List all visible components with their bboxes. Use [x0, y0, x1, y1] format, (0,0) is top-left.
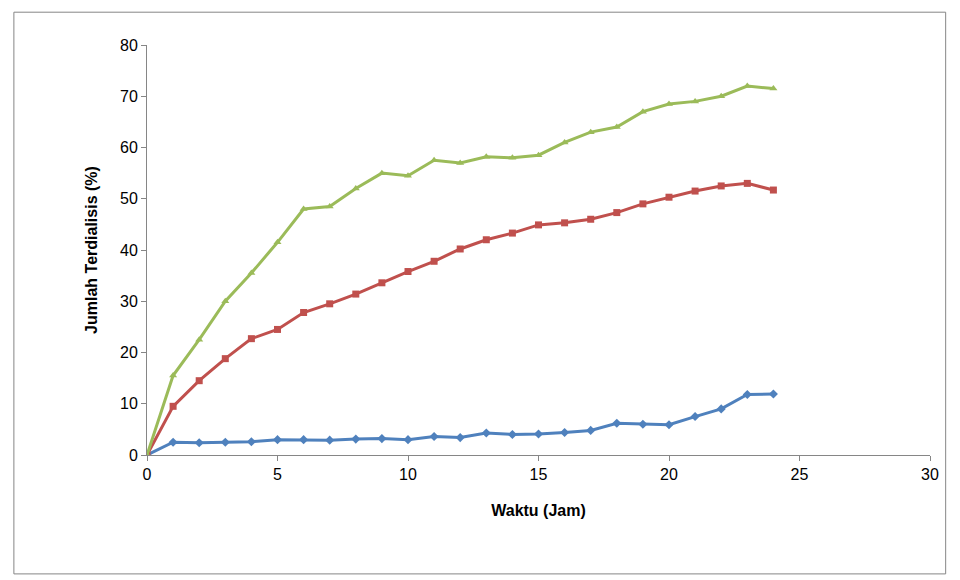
svg-text:50: 50 — [120, 190, 138, 207]
svg-text:30: 30 — [120, 293, 138, 310]
svg-text:70: 70 — [120, 88, 138, 105]
svg-text:0: 0 — [129, 447, 138, 464]
svg-text:0: 0 — [143, 466, 152, 483]
svg-text:60: 60 — [120, 139, 138, 156]
svg-text:40: 40 — [120, 242, 138, 259]
svg-text:Waktu (Jam): Waktu (Jam) — [491, 502, 586, 519]
svg-text:25: 25 — [791, 466, 809, 483]
svg-text:20: 20 — [120, 344, 138, 361]
svg-text:Jumlah Terdialisis (%): Jumlah Terdialisis (%) — [83, 166, 100, 334]
svg-text:10: 10 — [120, 395, 138, 412]
svg-text:10: 10 — [399, 466, 417, 483]
svg-text:15: 15 — [530, 466, 548, 483]
svg-text:20: 20 — [660, 466, 678, 483]
svg-text:30: 30 — [921, 466, 939, 483]
svg-text:80: 80 — [120, 37, 138, 54]
svg-text:5: 5 — [273, 466, 282, 483]
